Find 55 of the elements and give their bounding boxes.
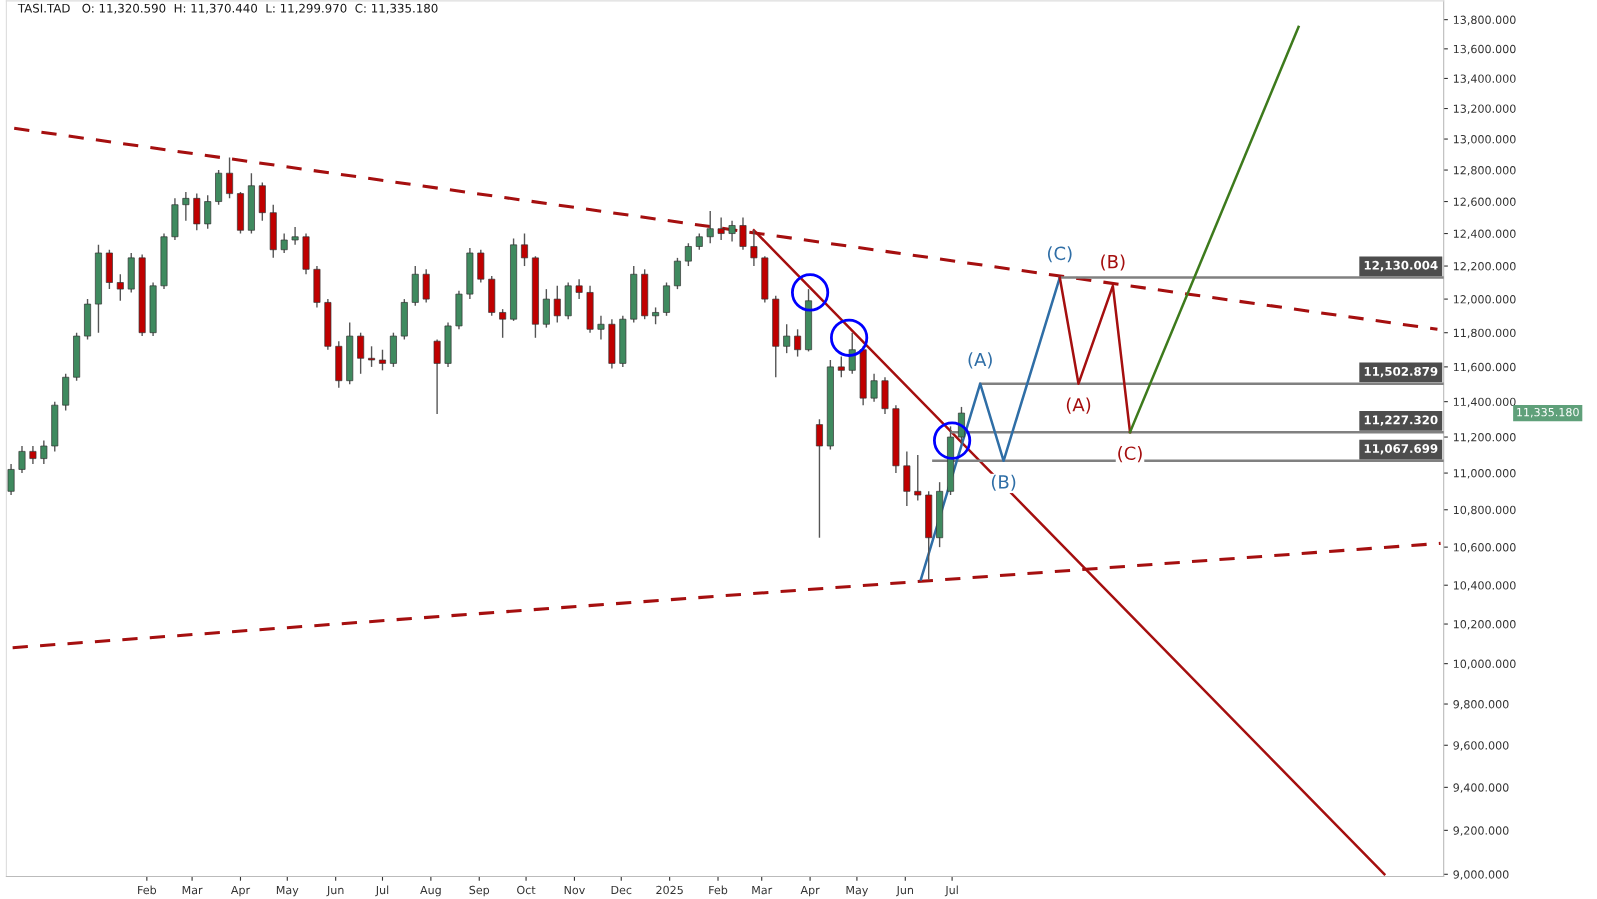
x-tick-label: Apr [800,885,820,897]
x-tick-label: Jun [896,885,914,897]
x-tick-label: Oct [517,885,536,895]
y-tick-label: 13,800.000 [1453,15,1516,26]
text: 11,335.180 [1517,407,1579,418]
x-tick-label: Apr [230,885,251,897]
y-tick-label: 10,200.000 [1453,620,1516,630]
x-tick-label: Nov [564,885,585,895]
y-tick-label: 10,000.000 [1453,659,1516,670]
annotation: (B) [991,474,1016,491]
y-tick-label: 11,400.000 [1453,397,1516,408]
data-label: 11,227.320 [1364,415,1438,426]
y-tick-label: 12,800.000 [1453,166,1516,176]
y-tick-label: 12,000.000 [1453,295,1516,305]
y-tick-label: 9,400.000 [1453,783,1509,793]
x-tick-label: May [276,885,299,897]
data-label: 11,067.699 [1364,444,1438,455]
data-label: 12,130.004 [1364,260,1438,272]
y-tick-label: 13,400.000 [1453,74,1516,84]
x-tick-label: Dec [611,885,632,895]
y-tick-label: 11,200.000 [1453,433,1516,443]
y-tick-label: 10,800.000 [1453,505,1516,516]
x-tick-label: Jun [326,885,344,897]
y-tick-label: 10,400.000 [1453,581,1516,591]
chart-title: TASI.TAD O: 11,320.590 H: 11,370.440 L: 11,299.970 C: 11,335.180 [17,3,438,14]
x-tick-label: Feb [709,885,728,895]
x-tick-label: Mar [182,885,203,895]
x-tick-label: Jul [944,885,958,897]
data-label: 11,502.879 [1364,366,1438,378]
annotation: (B) [1101,254,1125,271]
y-tick-label: 13,200.000 [1453,104,1516,115]
x-tick-label: Sep [469,885,490,897]
y-tick-label: 9,000.000 [1453,870,1509,880]
y-tick-label: 12,400.000 [1453,229,1516,240]
y-tick-label: 13,000.000 [1453,135,1516,145]
y-tick-label: 10,600.000 [1453,543,1516,553]
y-tick-label: 9,800.000 [1453,700,1509,710]
annotation: (C) [1047,246,1072,263]
annotation: (C) [1118,446,1142,463]
x-tick-label: 2025 [656,885,683,895]
y-tick-label: 9,200.000 [1453,826,1509,836]
y-tick-label: 11,600.000 [1453,362,1516,373]
y-tick-label: 13,600.000 [1453,44,1516,55]
y-tick-label: 11,800.000 [1453,328,1516,339]
annotation: (A) [1066,397,1091,414]
y-tick-label: 12,200.000 [1453,262,1516,272]
x-tick-label: Feb [138,885,157,895]
x-tick-label: Mar [752,885,773,895]
x-tick-label: May [846,885,869,897]
y-tick-label: 11,000.000 [1453,469,1516,479]
x-tick-label: Aug [420,885,441,897]
x-tick-label: Jul [375,885,389,897]
y-tick-label: 9,600.000 [1453,741,1509,751]
annotation: (A) [968,352,992,369]
y-tick-label: 12,600.000 [1453,197,1516,208]
